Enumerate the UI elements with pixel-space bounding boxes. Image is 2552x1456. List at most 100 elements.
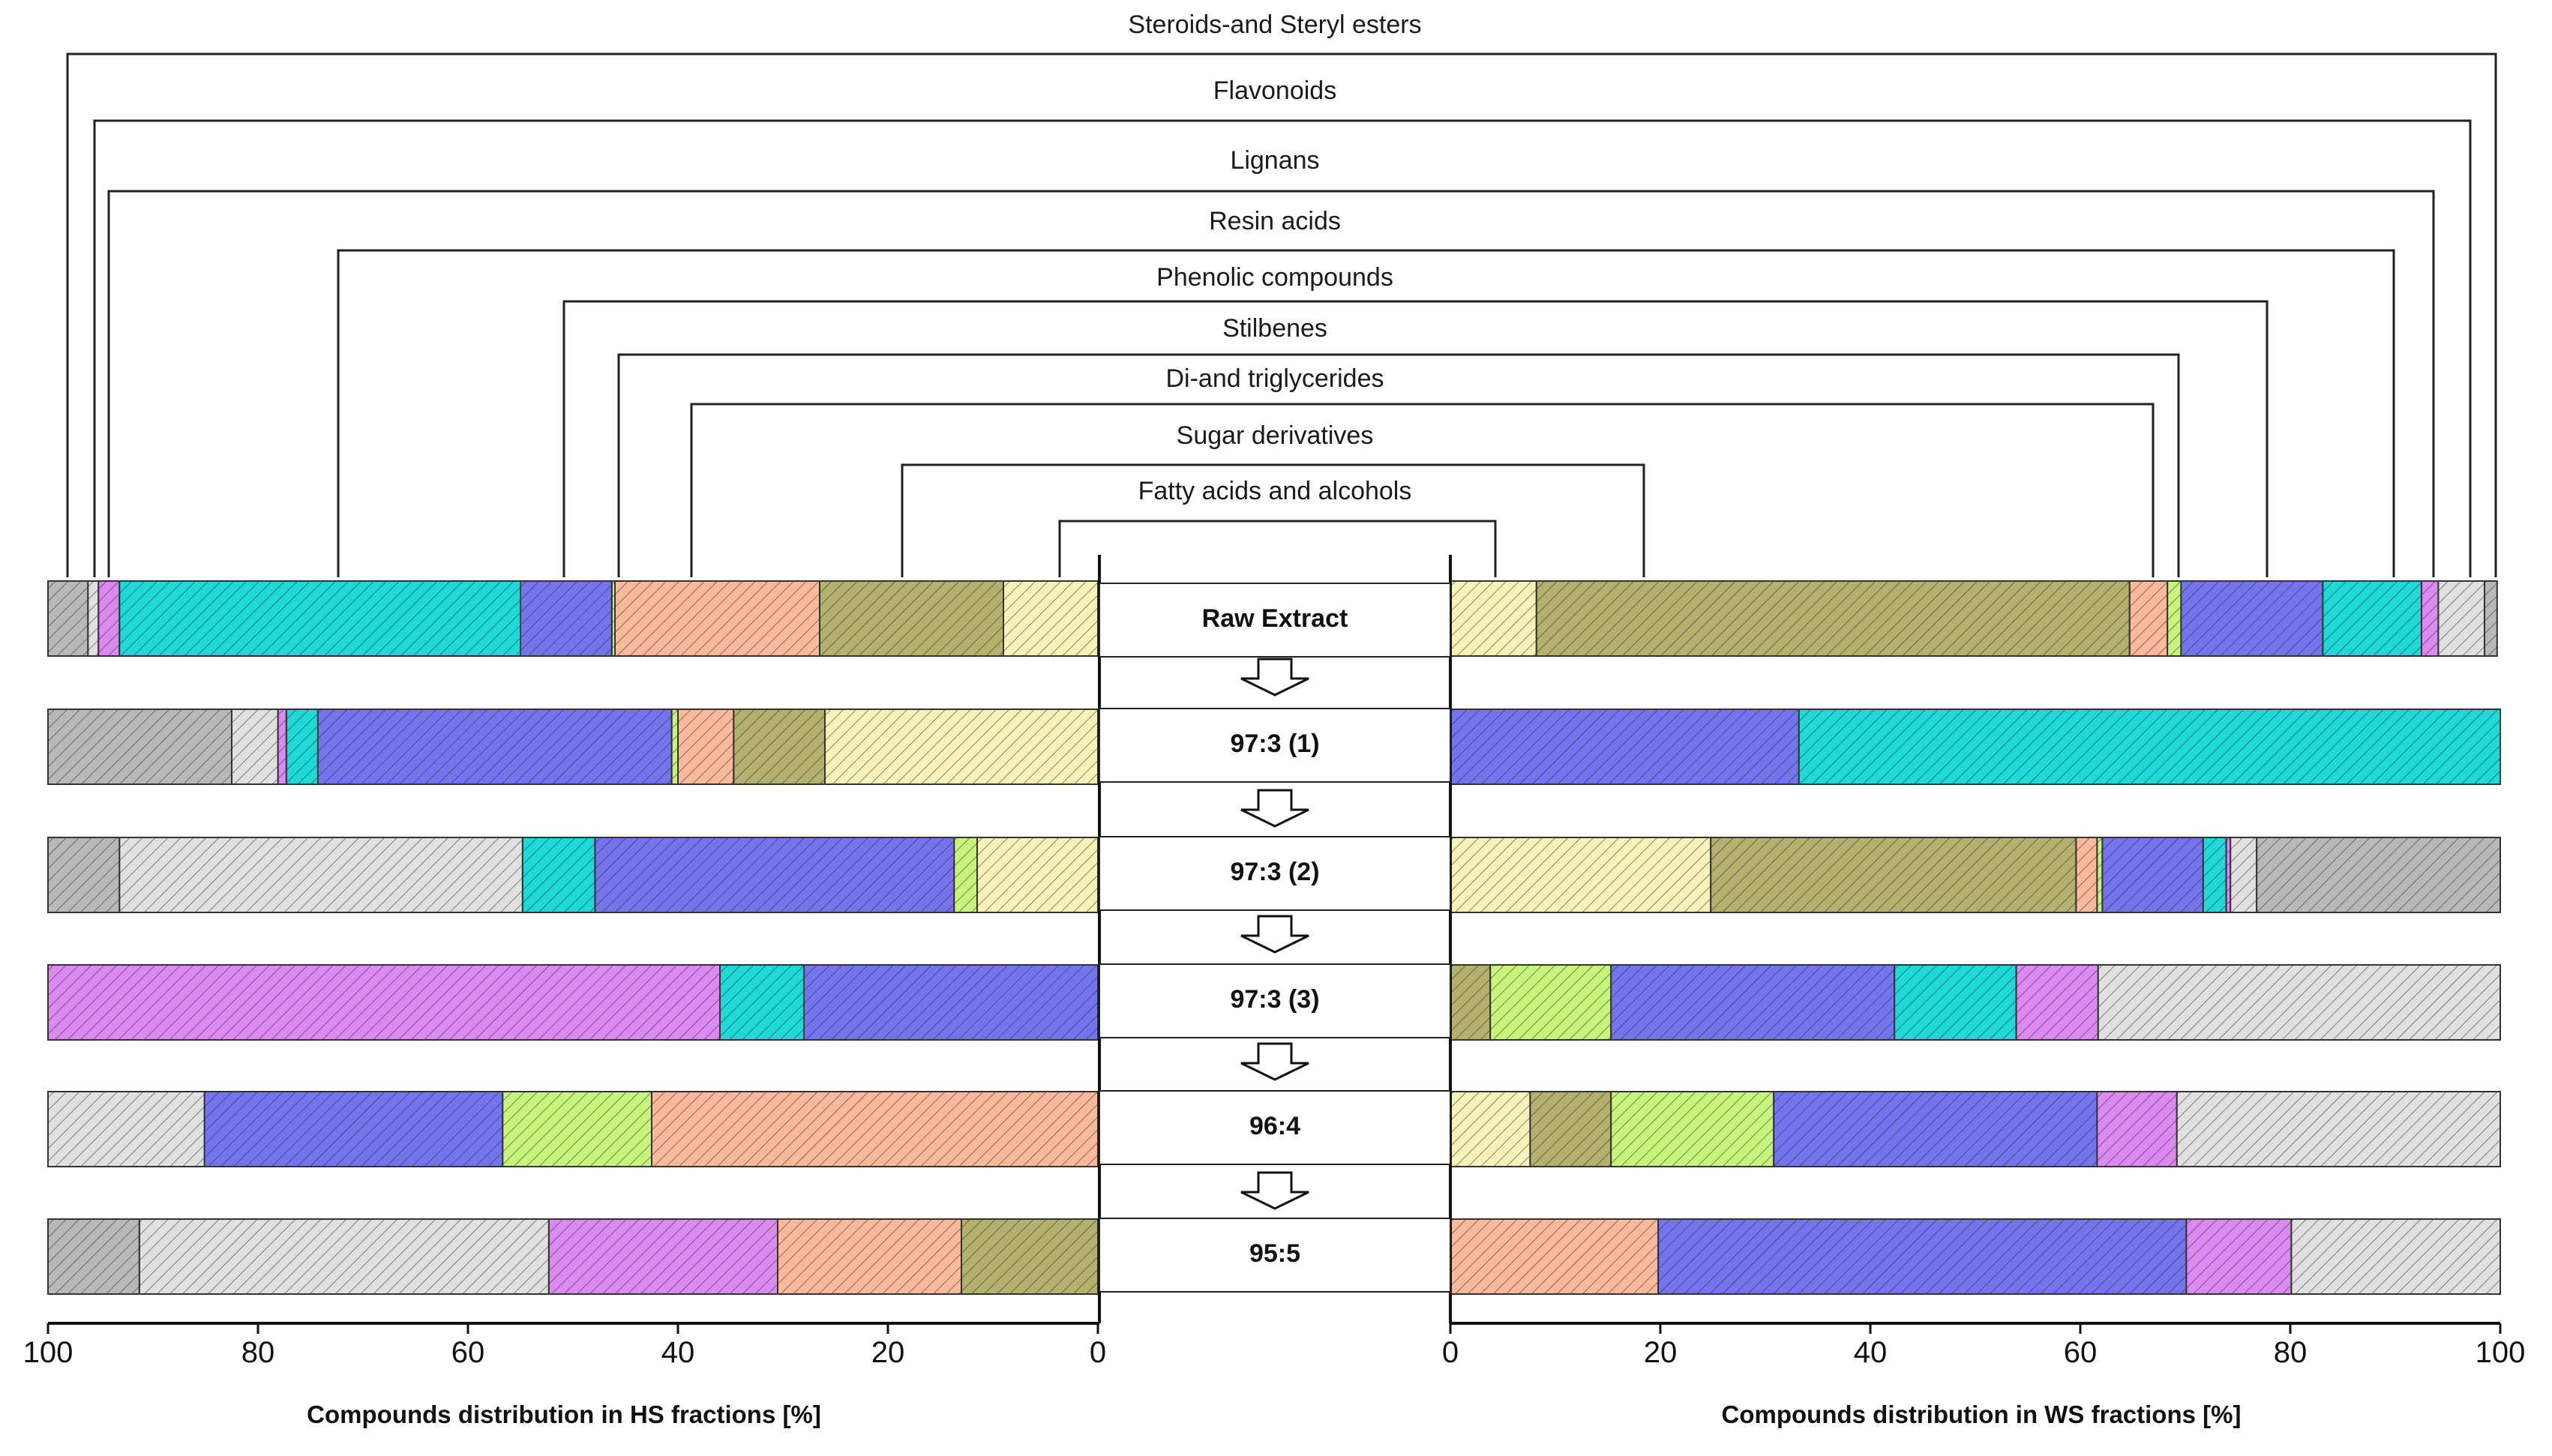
hs-segment-stilb	[502, 1091, 653, 1167]
row-0	[47, 580, 2498, 657]
hs-segment-glyc	[614, 580, 820, 657]
bracket-lign: Lignans	[107, 146, 2435, 577]
ws-tick-label: 60	[2064, 1336, 2098, 1369]
ws-segment-stilb	[1489, 964, 1612, 1041]
hs-segment-stilb	[670, 709, 679, 785]
hs-segment-stilb	[953, 837, 978, 913]
hs-segment-flav	[118, 837, 523, 913]
ws-axis-title: Compounds distribution in WS fractions […	[1722, 1401, 2242, 1428]
ws-segment-sugar	[1535, 580, 2131, 657]
hs-axis-title: Compounds distribution in HS fractions […	[307, 1401, 821, 1428]
bracket-ster: Steroids-and Steryl esters	[66, 10, 2497, 577]
ws-tick-label: 20	[1644, 1336, 1678, 1369]
hs-segment-sugar	[819, 580, 1004, 657]
bracket-flav: Flavonoids	[93, 76, 2472, 577]
down-arrow-icon	[1240, 915, 1309, 954]
hs-tick-label: 0	[1090, 1336, 1106, 1369]
fraction-flow-column: Raw Extract 97:3 (1) 97:3 (2) 97:3 (3) 96:4 9…	[1098, 555, 1452, 1323]
bracket-resin: Resin acids	[337, 207, 2395, 577]
hs-tick-label: 20	[871, 1336, 905, 1369]
hs-segment-flav	[138, 1218, 550, 1295]
ws-segment-sugar	[1450, 964, 1492, 1041]
category-label-glyc: Di-and triglycerides	[1166, 364, 1384, 393]
ws-segment-phen	[1773, 1091, 2098, 1167]
axes: 100 80 60 40 20 0 0 20 40 60 80 100 Compounds distri…	[23, 1322, 2526, 1428]
step-box-4: 96:4	[1099, 1090, 1451, 1165]
ws-tick-label: 40	[1854, 1336, 1888, 1369]
step-box-0: Raw Extract	[1099, 583, 1451, 658]
hs-segment-phen	[594, 837, 955, 913]
hs-tick-label: 80	[241, 1336, 275, 1369]
down-arrow-icon	[1240, 1171, 1309, 1210]
step-label: 96:4	[1249, 1112, 1300, 1140]
ws-segment-flav	[2097, 964, 2502, 1041]
ws-segment-sugar	[1710, 837, 2077, 913]
step-label: 95:5	[1249, 1239, 1300, 1268]
row-5	[47, 1218, 2501, 1295]
hs-segment-fatty	[1003, 580, 1099, 657]
hs-segment-phen	[520, 580, 613, 657]
row-3	[47, 964, 2502, 1041]
category-label-flav: Flavonoids	[1213, 76, 1336, 105]
hs-segment-ster	[47, 709, 232, 785]
category-label-lign: Lignans	[1230, 146, 1319, 175]
ws-segment-glyc	[2128, 580, 2169, 657]
step-box-2: 97:3 (2)	[1099, 836, 1451, 911]
ws-segment-phen	[1657, 1218, 2188, 1295]
ws-segment-lign	[2421, 580, 2440, 657]
hs-segment-flav	[47, 1091, 205, 1167]
hs-segment-resin	[118, 580, 521, 657]
hs-tick-label: 100	[23, 1336, 73, 1369]
ws-segment-lign	[2185, 1218, 2293, 1295]
down-arrow-icon	[1240, 1042, 1309, 1081]
down-arrow-icon	[1240, 789, 1309, 828]
step-box-5: 95:5	[1099, 1218, 1451, 1293]
bracket-fatty: Fatty acids and alcohols	[1058, 477, 1497, 577]
category-label-stilb: Stilbenes	[1222, 314, 1327, 343]
ws-segment-fatty	[1450, 837, 1712, 913]
ws-segment-stilb	[2167, 580, 2182, 657]
ws-segment-resin	[2202, 837, 2227, 913]
category-label-sugar: Sugar derivatives	[1177, 421, 1374, 450]
ws-segment-fatty	[1450, 1091, 1531, 1167]
hs-segment-flav	[87, 580, 100, 657]
hs-segment-ster	[47, 1218, 140, 1295]
ws-segment-phen	[1450, 709, 1800, 785]
row-2	[47, 837, 2501, 913]
hs-segment-lign	[97, 580, 121, 657]
ws-segment-flav	[2290, 1218, 2501, 1295]
hs-segment-sugar	[961, 1218, 1099, 1295]
category-label-ster: Steroids-and Steryl esters	[1128, 10, 1421, 39]
category-brackets: Steroids-and Steryl esters Flavonoids Lign…	[66, 10, 2497, 577]
hs-segment-fatty	[976, 837, 1099, 913]
ws-segment-stilb	[2096, 837, 2104, 913]
hs-segment-lign	[47, 964, 721, 1041]
hs-segment-ster	[47, 837, 121, 913]
hs-segment-lign	[547, 1218, 778, 1295]
hs-segment-flav	[231, 709, 279, 785]
ws-segment-glyc	[1450, 1218, 1660, 1295]
ws-segment-flav	[2437, 580, 2485, 657]
hs-segment-glyc	[677, 709, 735, 785]
hs-segment-phen	[803, 964, 1099, 1041]
down-arrow-icon	[1240, 658, 1309, 697]
hs-segment-phen	[203, 1091, 504, 1167]
ws-segment-resin	[1798, 709, 2502, 785]
ws-tick-label: 80	[2274, 1336, 2308, 1369]
hs-segment-resin	[521, 837, 596, 913]
ws-segment-sugar	[1529, 1091, 1612, 1167]
category-label-phen: Phenolic compounds	[1156, 263, 1393, 292]
hs-segment-phen	[316, 709, 673, 785]
hs-segment-glyc	[651, 1091, 1099, 1167]
hs-segment-fatty	[824, 709, 1099, 785]
ws-tick-label: 0	[1442, 1336, 1459, 1369]
ws-tick-label: 100	[2476, 1336, 2526, 1369]
step-label: 97:3 (1)	[1230, 729, 1319, 758]
step-label: Raw Extract	[1202, 604, 1348, 633]
step-box-3: 97:3 (3)	[1099, 963, 1451, 1038]
category-label-fatty: Fatty acids and alcohols	[1138, 477, 1412, 505]
hs-segment-glyc	[777, 1218, 962, 1295]
step-label: 97:3 (2)	[1230, 858, 1319, 886]
hs-segment-lign	[277, 709, 287, 785]
hs-segment-resin	[285, 709, 319, 785]
